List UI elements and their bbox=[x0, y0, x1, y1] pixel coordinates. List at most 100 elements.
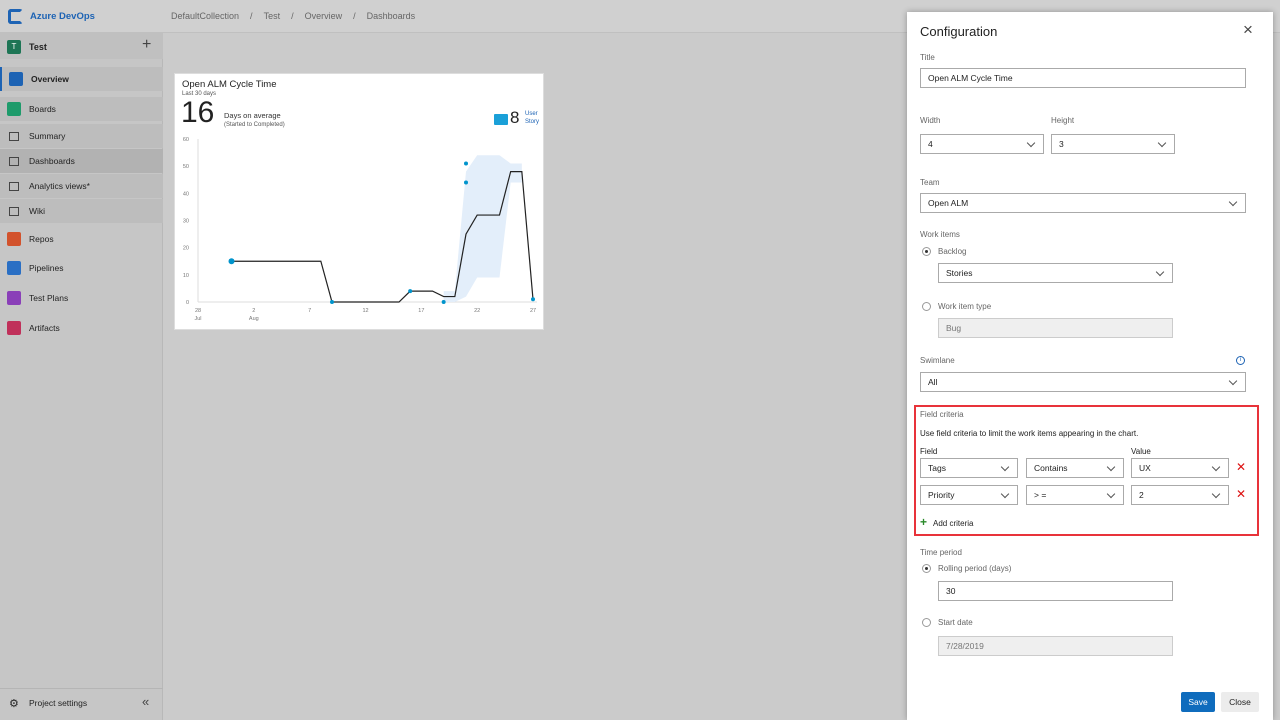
metric-label: Days on average bbox=[224, 111, 281, 120]
swimlane-label: Swimlane bbox=[920, 356, 955, 365]
backlog-radio[interactable] bbox=[922, 247, 931, 256]
y-tick-label: 50 bbox=[183, 164, 189, 170]
data-point bbox=[464, 161, 468, 166]
height-select[interactable]: 3 bbox=[1051, 134, 1175, 154]
sidebar-item-wiki[interactable]: Wiki bbox=[0, 199, 163, 223]
swimlane-select[interactable]: All bbox=[920, 372, 1246, 392]
collapse-sidebar-icon[interactable]: « bbox=[142, 694, 150, 709]
title-input[interactable]: Open ALM Cycle Time bbox=[920, 68, 1246, 88]
title-label: Title bbox=[920, 53, 935, 62]
sidebar-item-label: Overview bbox=[31, 74, 69, 84]
x-tick-label: 17 bbox=[418, 308, 424, 314]
project-name[interactable]: Test bbox=[29, 42, 47, 52]
widget-title: Open ALM Cycle Time bbox=[182, 79, 277, 90]
cycle-time-chart: 0 10 20 30 40 50 60 28 Jul 2 Aug 7 12 17 22 27 bbox=[183, 137, 537, 322]
sidebar-item-pipelines[interactable]: Pipelines bbox=[0, 256, 163, 280]
add-criteria-button[interactable]: Add criteria bbox=[933, 519, 974, 528]
data-point bbox=[228, 258, 235, 265]
moving-average-line bbox=[231, 170, 534, 303]
boards-icon bbox=[7, 102, 21, 116]
project-avatar: T bbox=[7, 40, 21, 54]
y-tick-label: 40 bbox=[183, 191, 189, 197]
widget-subtitle: Last 30 days bbox=[182, 91, 217, 97]
work-item-type-label: Work item type bbox=[938, 302, 992, 311]
artifacts-icon bbox=[7, 321, 21, 335]
configuration-panel: Configuration × Title Open ALM Cycle Tim… bbox=[907, 12, 1273, 720]
x-tick-label: 27 bbox=[530, 308, 536, 314]
criteria-operator-select[interactable]: Contains bbox=[1026, 458, 1124, 478]
dashboards-icon bbox=[9, 157, 19, 166]
breadcrumb: DefaultCollection / Test / Overview / Da… bbox=[171, 11, 415, 21]
breadcrumb-sep: / bbox=[353, 11, 356, 21]
x-tick-sublabel: Jul bbox=[194, 316, 201, 322]
time-period-label: Time period bbox=[920, 548, 962, 557]
azure-devops-logo-icon[interactable] bbox=[8, 9, 23, 24]
add-icon[interactable]: + bbox=[142, 36, 152, 53]
rolling-period-label: Rolling period (days) bbox=[938, 564, 1012, 573]
work-item-type-radio[interactable] bbox=[922, 302, 931, 311]
overview-icon bbox=[9, 72, 23, 86]
close-icon[interactable]: × bbox=[1243, 20, 1253, 39]
work-items-label: Work items bbox=[920, 230, 960, 239]
rolling-period-radio[interactable] bbox=[922, 564, 931, 573]
plus-icon[interactable]: + bbox=[920, 515, 928, 529]
team-select[interactable]: Open ALM bbox=[920, 193, 1246, 213]
app-name[interactable]: Azure DevOps bbox=[30, 11, 95, 22]
analytics-icon bbox=[9, 182, 19, 191]
count-label-1[interactable]: User bbox=[525, 111, 538, 117]
criteria-value-select[interactable]: 2 bbox=[1131, 485, 1229, 505]
count-label-2[interactable]: Story bbox=[525, 119, 540, 125]
backlog-select[interactable]: Stories bbox=[938, 263, 1173, 283]
project-settings[interactable]: ⚙ Project settings bbox=[0, 691, 163, 715]
book-icon bbox=[494, 114, 508, 125]
summary-icon bbox=[9, 132, 19, 141]
criteria-value-select[interactable]: UX bbox=[1131, 458, 1229, 478]
project-header[interactable] bbox=[0, 33, 163, 59]
breadcrumb-dashboards[interactable]: Dashboards bbox=[366, 11, 416, 21]
data-point bbox=[330, 300, 334, 304]
x-tick-label: 7 bbox=[308, 308, 311, 314]
breadcrumb-overview[interactable]: Overview bbox=[304, 11, 343, 21]
sidebar-item-label: Test Plans bbox=[29, 293, 69, 303]
data-point bbox=[441, 300, 446, 304]
save-button[interactable]: Save bbox=[1181, 692, 1215, 712]
sidebar-item-overview[interactable]: Overview bbox=[0, 67, 163, 91]
x-tick-label: 28 bbox=[195, 308, 201, 314]
sidebar-item-label: Dashboards bbox=[29, 156, 75, 166]
big-number: 16 bbox=[181, 96, 215, 129]
field-criteria-heading: Field criteria bbox=[920, 410, 964, 419]
sidebar-item-boards[interactable]: Boards bbox=[0, 97, 163, 121]
info-icon[interactable]: i bbox=[1236, 356, 1245, 365]
criteria-field-select[interactable]: Tags bbox=[920, 458, 1018, 478]
wiki-icon bbox=[9, 207, 19, 216]
start-date-radio[interactable] bbox=[922, 618, 931, 627]
sidebar-item-test-plans[interactable]: Test Plans bbox=[0, 286, 163, 310]
backlog-label: Backlog bbox=[938, 247, 967, 256]
sidebar-item-analytics-views[interactable]: Analytics views* bbox=[0, 174, 163, 198]
rolling-period-input[interactable]: 30 bbox=[938, 581, 1173, 601]
close-button[interactable]: Close bbox=[1221, 692, 1259, 712]
sidebar-item-summary[interactable]: Summary bbox=[0, 124, 163, 148]
width-select[interactable]: 4 bbox=[920, 134, 1044, 154]
cycle-time-widget[interactable]: Open ALM Cycle Time Last 30 days 16 Days… bbox=[174, 73, 544, 330]
remove-criteria-icon[interactable]: ✕ bbox=[1236, 487, 1247, 501]
data-point bbox=[408, 289, 413, 294]
work-item-type-input[interactable]: Bug bbox=[938, 318, 1173, 338]
sidebar-item-dashboards[interactable]: Dashboards bbox=[0, 149, 163, 173]
data-point bbox=[464, 180, 468, 185]
story-count: 8 bbox=[510, 108, 520, 127]
remove-criteria-icon[interactable]: ✕ bbox=[1236, 460, 1247, 474]
metric-sub: (Started to Completed) bbox=[224, 122, 285, 128]
breadcrumb-collection[interactable]: DefaultCollection bbox=[171, 11, 240, 21]
criteria-field-select[interactable]: Priority bbox=[920, 485, 1018, 505]
sidebar-item-artifacts[interactable]: Artifacts bbox=[0, 316, 163, 340]
start-date-input[interactable]: 7/28/2019 bbox=[938, 636, 1173, 656]
sidebar-item-repos[interactable]: Repos bbox=[0, 227, 163, 251]
criteria-operator-select[interactable]: > = bbox=[1026, 485, 1124, 505]
breadcrumb-sep: / bbox=[250, 11, 253, 21]
width-label: Width bbox=[920, 116, 941, 125]
field-criteria-section bbox=[914, 405, 1259, 536]
y-tick-label: 30 bbox=[183, 219, 189, 225]
breadcrumb-project[interactable]: Test bbox=[263, 11, 281, 21]
std-dev-band bbox=[443, 155, 522, 302]
